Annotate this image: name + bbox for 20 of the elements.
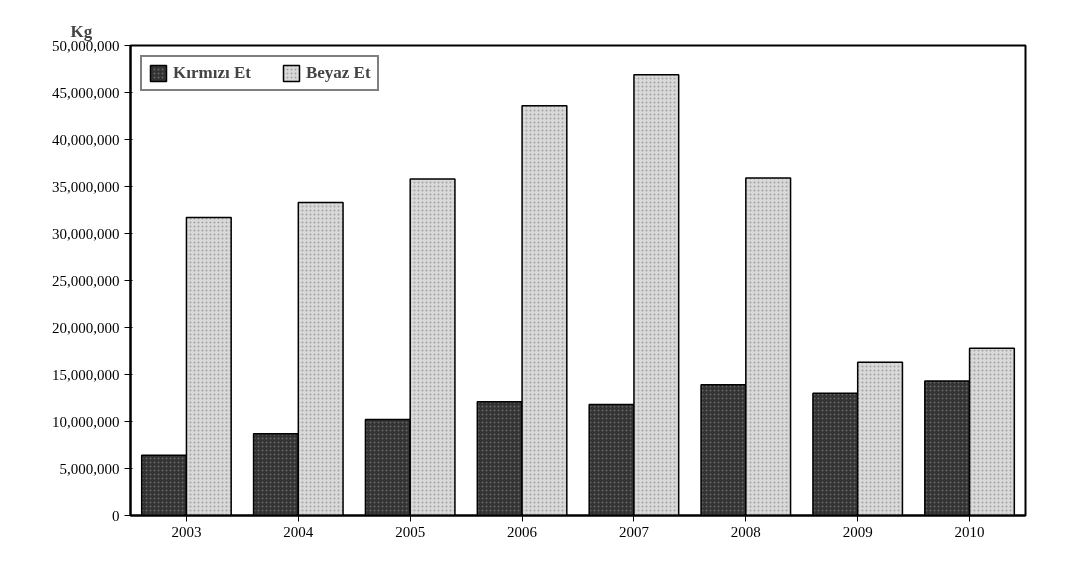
x-tick-label: 2006 — [507, 523, 538, 540]
legend-label: Kırmızı Et — [173, 63, 251, 83]
x-tick-label: 2005 — [395, 523, 426, 540]
y-tick-label: 20,000,000 — [52, 319, 120, 336]
y-tick-label: 35,000,000 — [52, 178, 120, 195]
y-tick-label: 45,000,000 — [52, 84, 120, 101]
y-tick-label: 10,000,000 — [52, 413, 120, 430]
y-tick-label: 5,000,000 — [59, 460, 120, 477]
legend-label: Beyaz Et — [305, 63, 371, 83]
x-tick-label: 2008 — [730, 523, 761, 540]
x-tick-label: 2009 — [842, 523, 873, 540]
y-tick-label: 30,000,000 — [52, 225, 120, 242]
x-tick-label: 2007 — [618, 523, 650, 540]
y-tick-label: 25,000,000 — [52, 272, 120, 289]
y-tick-label: 0 — [112, 507, 120, 524]
x-tick-label: 2003 — [171, 523, 202, 540]
y-tick-label: 15,000,000 — [52, 366, 120, 383]
y-tick-label: 40,000,000 — [52, 131, 120, 148]
x-tick-label: 2010 — [954, 523, 985, 540]
x-tick-label: 2004 — [283, 523, 314, 540]
